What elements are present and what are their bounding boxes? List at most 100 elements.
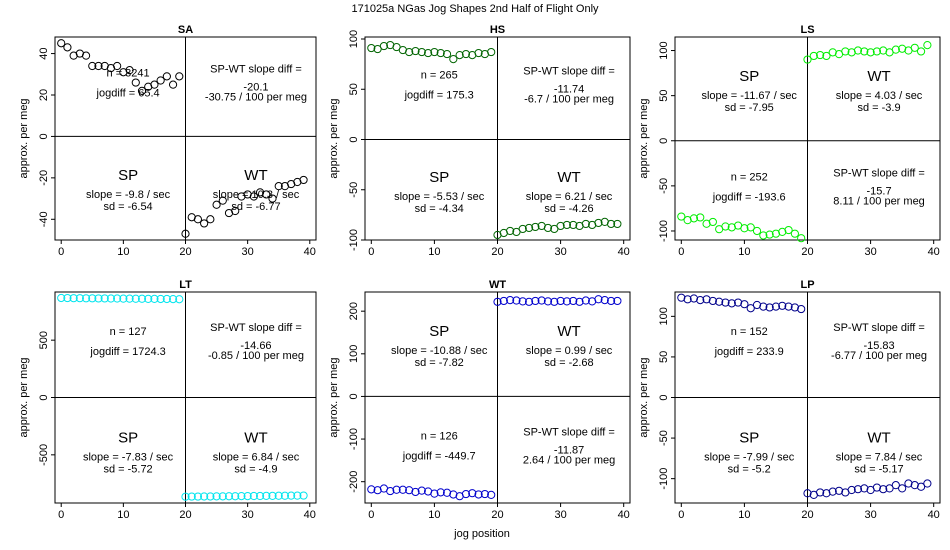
wt-sd-text: sd = -4.9 xyxy=(234,463,277,475)
data-point xyxy=(379,41,389,51)
slope-diff-per-meg: 2.64 / 100 per meg xyxy=(523,455,615,467)
data-point xyxy=(63,293,72,303)
jogdiff-text: jogdiff = 175.3 xyxy=(404,89,474,101)
x-tick-label: 10 xyxy=(428,246,440,258)
data-point xyxy=(57,39,66,48)
wt-sd-text: sd = -4.26 xyxy=(544,203,593,215)
panel-lt: LT 0 10 20 30 40 -500 0 500 approx. per meg SP slop… xyxy=(18,279,317,521)
data-point xyxy=(537,296,546,305)
data-point xyxy=(677,293,686,302)
slope-diff-value: -15.83 xyxy=(863,340,894,352)
sp-sd-text: sd = -5.72 xyxy=(103,463,152,475)
wt-label: WT xyxy=(244,429,267,446)
data-point xyxy=(480,489,489,499)
data-point xyxy=(100,294,109,303)
y-tick-label: 50 xyxy=(658,351,670,363)
data-point xyxy=(872,483,882,492)
y-axis-label: approx. per meg xyxy=(18,357,30,437)
data-point xyxy=(168,80,178,89)
wt-label: WT xyxy=(867,68,890,85)
panel-title: LT xyxy=(179,279,192,291)
y-tick-label: 0 xyxy=(348,393,360,399)
data-point xyxy=(125,66,134,75)
data-point xyxy=(784,302,793,311)
data-point xyxy=(866,48,875,57)
data-point xyxy=(778,301,787,310)
data-point xyxy=(853,46,863,55)
y-tick-label: 20 xyxy=(38,89,50,101)
data-point xyxy=(696,213,705,222)
data-point xyxy=(280,491,290,500)
data-point xyxy=(689,294,699,303)
data-point xyxy=(224,492,234,501)
data-point xyxy=(708,296,717,306)
sp-sd-text: sd = -6.54 xyxy=(103,201,152,213)
data-point xyxy=(771,229,781,238)
data-point xyxy=(69,294,78,303)
slope-diff-label: SP-WT slope diff = xyxy=(523,65,615,77)
data-point xyxy=(262,190,271,199)
y-tick-label: -100 xyxy=(658,468,670,490)
slope-diff-label: SP-WT slope diff = xyxy=(833,322,925,334)
data-point xyxy=(518,297,527,306)
data-point xyxy=(231,492,240,501)
data-point xyxy=(822,51,831,61)
data-point xyxy=(468,489,477,498)
x-tick-label: 40 xyxy=(928,246,940,258)
y-axis-label: approx. per meg xyxy=(18,98,30,178)
data-point xyxy=(113,294,122,303)
x-tick-label: 10 xyxy=(117,246,129,258)
panel-title: LP xyxy=(800,279,814,291)
data-point xyxy=(262,491,271,500)
data-point xyxy=(131,294,140,303)
sp-label: SP xyxy=(739,429,759,446)
data-point xyxy=(879,46,888,55)
data-point xyxy=(683,295,692,304)
wt-slope-text: slope = 6.21 / sec xyxy=(526,191,613,203)
data-point xyxy=(187,492,196,501)
panel-hs: HS 0 10 20 30 40 -100 -50 0 50 100 approx. per meg S… xyxy=(328,24,631,258)
sp-slope-text: slope = -7.99 / sec xyxy=(704,451,795,463)
wt-label: WT xyxy=(867,429,890,446)
data-point xyxy=(778,227,787,236)
data-point xyxy=(600,295,609,305)
data-point xyxy=(88,294,97,303)
wt-slope-text: slope = 6.84 / sec xyxy=(213,451,300,463)
data-point xyxy=(449,490,458,499)
data-point xyxy=(531,222,540,232)
slope-diff-value: -20.1 xyxy=(243,82,268,94)
data-point xyxy=(816,488,825,497)
data-point xyxy=(531,296,540,306)
data-point xyxy=(708,217,717,227)
data-point xyxy=(63,43,72,52)
data-point xyxy=(417,47,426,57)
data-point xyxy=(423,48,433,58)
data-point xyxy=(293,491,302,500)
data-point xyxy=(518,224,527,234)
y-tick-label: -50 xyxy=(658,178,670,194)
panel-wt: WT 0 10 20 30 40 -200 -100 0 100 200 approx. per me… xyxy=(328,279,631,521)
y-tick-label: -100 xyxy=(348,428,360,450)
jogdiff-text: jogdiff = -193.6 xyxy=(712,191,786,203)
data-point xyxy=(461,489,471,499)
data-point xyxy=(212,492,221,501)
x-tick-label: 10 xyxy=(117,509,129,521)
data-point xyxy=(790,303,799,312)
panel-title: HS xyxy=(490,24,505,36)
y-tick-label: 0 xyxy=(38,394,50,400)
data-point xyxy=(746,304,755,313)
data-point xyxy=(702,295,711,304)
data-point xyxy=(268,491,277,500)
x-tick-label: 40 xyxy=(928,509,940,521)
data-point xyxy=(417,486,426,495)
y-tick-label: 0 xyxy=(658,138,670,144)
data-point xyxy=(373,486,382,495)
wt-slope-text: slope = 10.3 / sec xyxy=(213,189,300,201)
y-tick-label: 0 xyxy=(658,394,670,400)
sp-slope-text: slope = -5.53 / sec xyxy=(394,191,485,203)
data-point xyxy=(181,229,190,238)
data-point xyxy=(231,206,240,216)
x-tick-label: 30 xyxy=(242,509,254,521)
x-tick-label: 0 xyxy=(678,246,684,258)
